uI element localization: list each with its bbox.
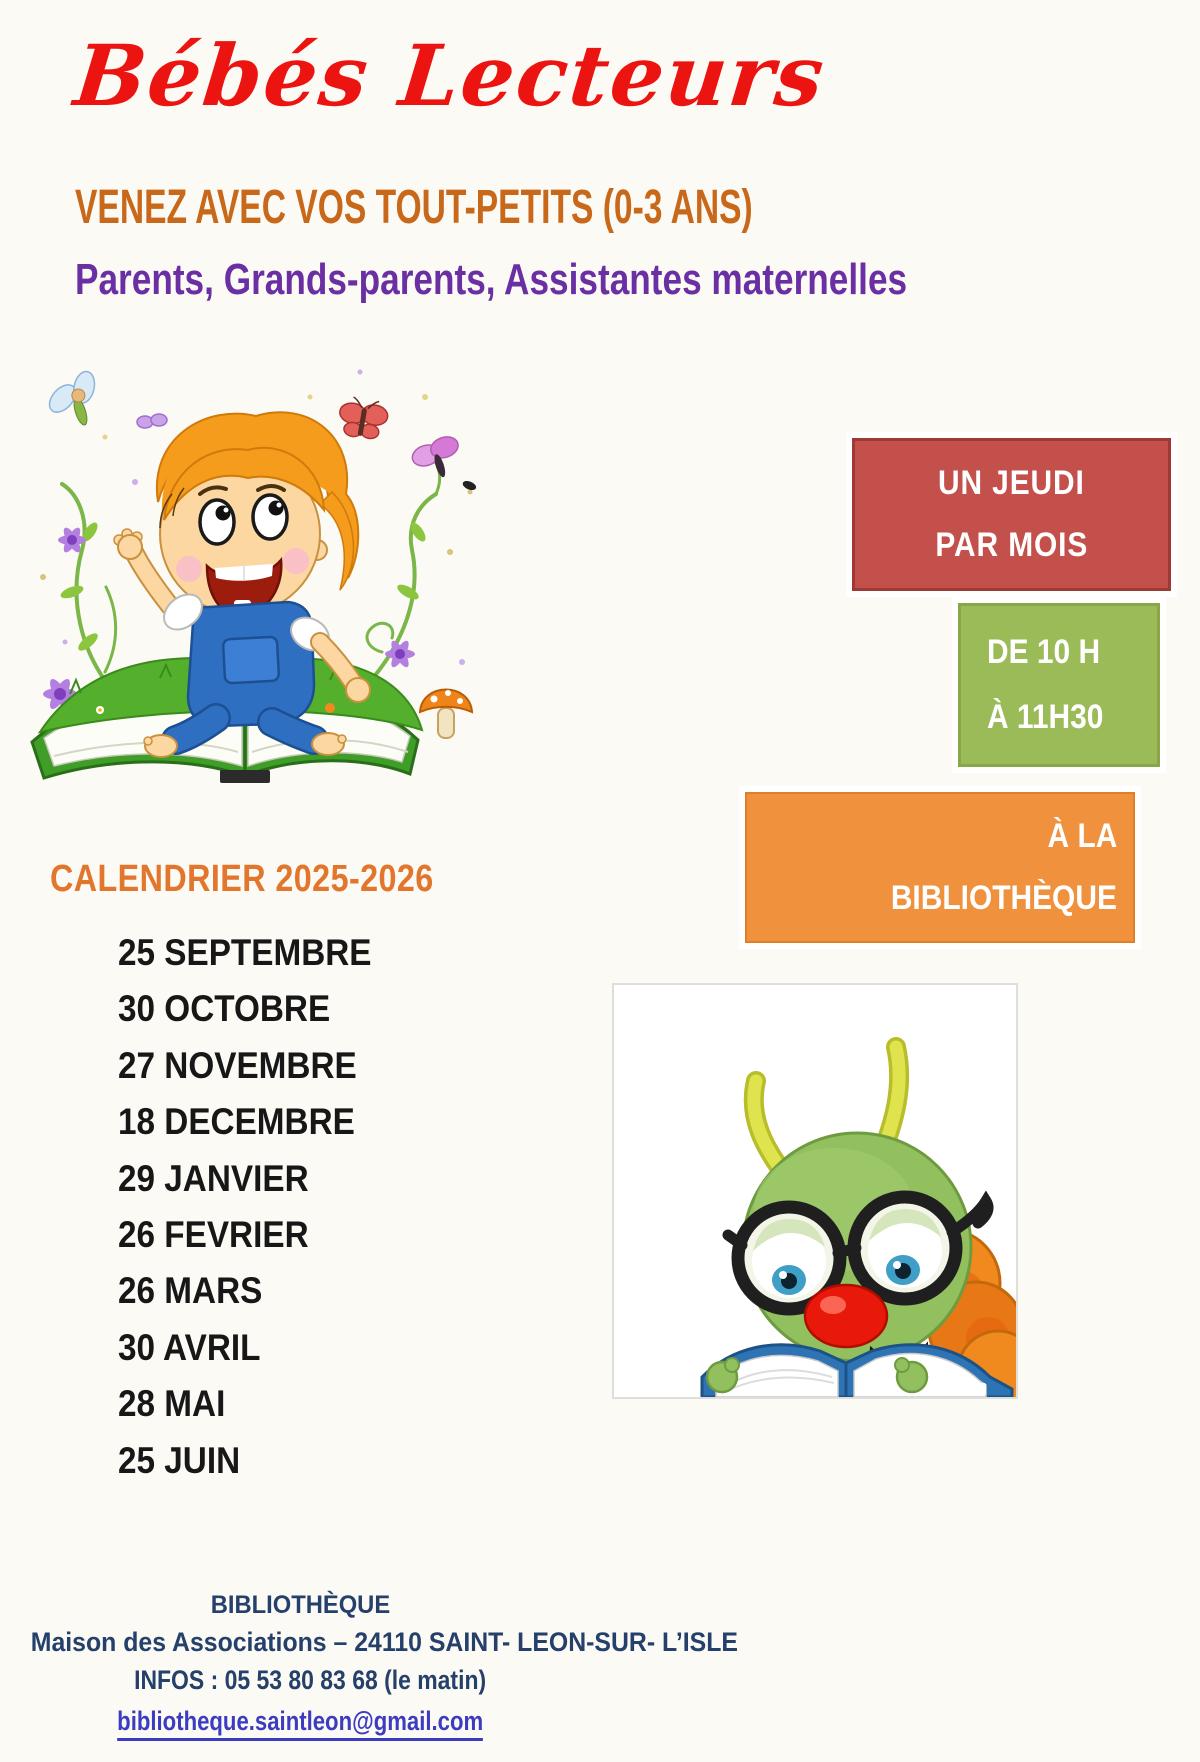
calendar-date: 18 DECEMBRE: [118, 1101, 355, 1143]
location-line2: BIBLIOTHÈQUE: [890, 879, 1117, 917]
calendar-date: 27 NOVEMBRE: [118, 1044, 357, 1086]
blue-book: [700, 1343, 1014, 1399]
calendar-date: 28 MAI: [118, 1383, 226, 1425]
subtitle-line: VENEZ AVEC VOS TOUT-PETITS (0-3 ANS): [75, 181, 753, 234]
phone-info-line: INFOS : 05 53 80 83 68 (le matin): [133, 1665, 487, 1695]
frequency-line2: PAR MOIS: [935, 526, 1088, 564]
butterfly-pink-icon: [411, 436, 477, 491]
calendar-date: 25 SEPTEMBRE: [118, 932, 372, 973]
audience-line: Parents, Grands-parents, Assistantes mat…: [75, 255, 908, 304]
time-line2: À 11H30: [987, 698, 1104, 737]
time-line1: DE 10 H: [987, 632, 1101, 671]
bookworm-illustration-svg: [700, 1037, 1040, 1413]
calendar-date: 26 FEVRIER: [118, 1213, 309, 1255]
baby-reading-illustration: [10, 342, 490, 804]
butterfly-red-icon: [339, 396, 389, 440]
bookworm-reading-illustration: [612, 983, 1040, 1413]
vine-left: [60, 482, 118, 689]
library-name: BIBLIOTHÈQUE: [210, 1591, 390, 1619]
calendar-date: 29 JANVIER: [118, 1157, 309, 1199]
email-link[interactable]: bibliotheque.saintleon@gmail.com: [0, 1706, 600, 1741]
calendar-date: 30 OCTOBRE: [118, 988, 331, 1030]
daisy-flowers: [43, 527, 415, 710]
mushroom-icon: [418, 688, 474, 739]
nose-highlight: [820, 1296, 846, 1314]
baby-eye-left: [198, 498, 236, 546]
butterfly-purple-small-icon: [136, 413, 168, 429]
baby-hand-left: [117, 534, 143, 560]
fairy-icon: [48, 370, 96, 426]
baby-illustration-svg: [30, 369, 477, 783]
calendar-heading: CALENDRIER 2025-2026: [50, 858, 434, 900]
time-box: DE 10 H À 11H30: [958, 603, 1160, 767]
page-title: Bébés Lecteurs: [70, 26, 831, 125]
sparkle-dots: [40, 369, 473, 665]
calendar-date-list: 25 SEPTEMBRE 30 OCTOBRE 27 NOVEMBRE 18 D…: [118, 928, 400, 1492]
baby-hand-right: [345, 677, 371, 703]
location-line1: À LA: [1047, 817, 1117, 855]
baby-eye-right: [251, 493, 289, 541]
location-box: À LA BIBLIOTHÈQUE: [745, 792, 1135, 943]
frequency-box: UN JEUDI PAR MOIS: [852, 438, 1171, 591]
calendar-date: 25 JUIN: [118, 1439, 241, 1481]
frequency-line1: UN JEUDI: [938, 464, 1085, 502]
calendar-date: 30 AVRIL: [118, 1326, 261, 1368]
baby-character: [113, 411, 371, 758]
calendar-date: 26 MARS: [118, 1270, 263, 1312]
worm-eyes: [752, 1209, 942, 1298]
address-line: Maison des Associations – 24110 SAINT- L…: [30, 1627, 738, 1657]
worm-nose: [803, 1283, 889, 1349]
footer: BIBLIOTHÈQUE Maison des Associations – 2…: [0, 1585, 760, 1741]
